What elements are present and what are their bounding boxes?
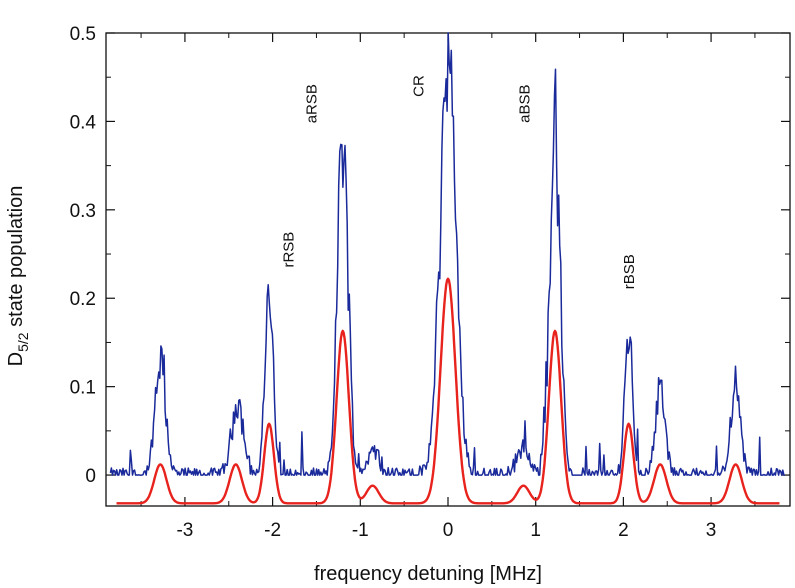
y-tick-label: 0 bbox=[85, 466, 96, 487]
series-layer bbox=[109, 32, 785, 505]
axes bbox=[105, 32, 791, 507]
y-tick-label: 0.2 bbox=[70, 289, 96, 310]
peak-label-rrsb: rRSB bbox=[281, 232, 298, 268]
plot-frame bbox=[105, 32, 791, 507]
y-tick-label: 0.1 bbox=[70, 378, 96, 399]
y-tick-label: 0.5 bbox=[70, 24, 96, 45]
y-axis-title: D5/2 state population bbox=[5, 186, 31, 367]
peak-label-rbsb: rBSB bbox=[621, 254, 638, 289]
x-tick-label: -3 bbox=[176, 520, 193, 541]
series-theory-line bbox=[116, 277, 780, 505]
x-tick-label: 0 bbox=[443, 520, 454, 541]
y-tick-label: 0.4 bbox=[70, 112, 97, 133]
y-axis-title-rest: state population bbox=[5, 186, 27, 333]
x-tick-label: 2 bbox=[618, 520, 629, 541]
tick-labels: -3 -2 -1 0 1 2 3 0 0.1 0.2 0.3 0.4 0.5 bbox=[70, 24, 717, 541]
peak-label-arsb: aRSB bbox=[304, 84, 321, 123]
y-axis-title-subscript: 5/2 bbox=[15, 332, 31, 352]
annotations: aRSB CR aBSB rRSB rBSB bbox=[281, 75, 638, 289]
peak-label-absb: aBSB bbox=[517, 85, 534, 123]
x-tick-label: -1 bbox=[352, 520, 369, 541]
y-tick-label: 0.3 bbox=[70, 201, 96, 222]
x-tick-label: 3 bbox=[706, 520, 717, 541]
x-axis-title: frequency detuning [MHz] bbox=[314, 563, 542, 585]
y-axis-title-main: D bbox=[5, 352, 27, 366]
x-tick-label: -2 bbox=[264, 520, 281, 541]
x-tick-label: 1 bbox=[530, 520, 541, 541]
series-measured-line bbox=[109, 32, 785, 476]
peak-label-cr: CR bbox=[410, 75, 427, 97]
